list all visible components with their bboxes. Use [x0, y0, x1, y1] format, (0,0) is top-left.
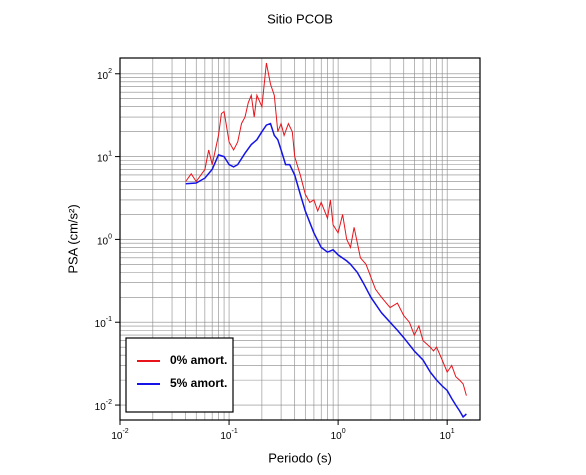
tick-exponent: -1: [232, 428, 238, 435]
tick-exponent: 0: [108, 233, 112, 240]
x-tick-label: 10-1: [220, 428, 237, 442]
tick-base: 10: [331, 431, 343, 442]
legend-box: [125, 337, 234, 413]
tick-exponent: -2: [122, 428, 128, 435]
y-tick-label: 10-2: [95, 399, 112, 413]
plot-frame: [119, 57, 481, 421]
legend-label: 5% amort.: [170, 376, 227, 390]
tick-exponent: 1: [108, 150, 112, 157]
tick-base: 10: [97, 153, 109, 164]
y-tick-label: 101: [97, 150, 112, 164]
y-tick-label: 10-1: [95, 316, 112, 330]
tick-base: 10: [440, 431, 452, 442]
y-axis-label: PSA (cm/s²): [65, 204, 80, 273]
y-tick-label: 100: [97, 233, 112, 247]
tick-exponent: 1: [451, 428, 455, 435]
tick-base: 10: [95, 319, 107, 330]
tick-base: 10: [220, 431, 232, 442]
series-line: [185, 122, 467, 419]
tick-exponent: 0: [342, 428, 346, 435]
tick-base: 10: [111, 431, 123, 442]
x-tick-label: 101: [440, 428, 455, 442]
tick-exponent: -2: [106, 399, 112, 406]
tick-base: 10: [97, 70, 109, 81]
tick-base: 10: [95, 402, 107, 413]
x-axis-label: Periodo (s): [268, 450, 332, 465]
tick-exponent: -1: [106, 316, 112, 323]
tick-exponent: 2: [108, 68, 112, 75]
legend-label: 0% amort.: [170, 353, 227, 367]
legend: 0% amort. 5% amort.: [125, 337, 234, 413]
tick-base: 10: [97, 236, 109, 247]
x-tick-label: 100: [331, 428, 346, 442]
grid: [119, 58, 481, 420]
series-line: [185, 62, 467, 396]
y-tick-label: 102: [97, 68, 112, 82]
x-tick-label: 10-2: [111, 428, 128, 442]
chart-title: Sitio PCOB: [267, 11, 333, 26]
